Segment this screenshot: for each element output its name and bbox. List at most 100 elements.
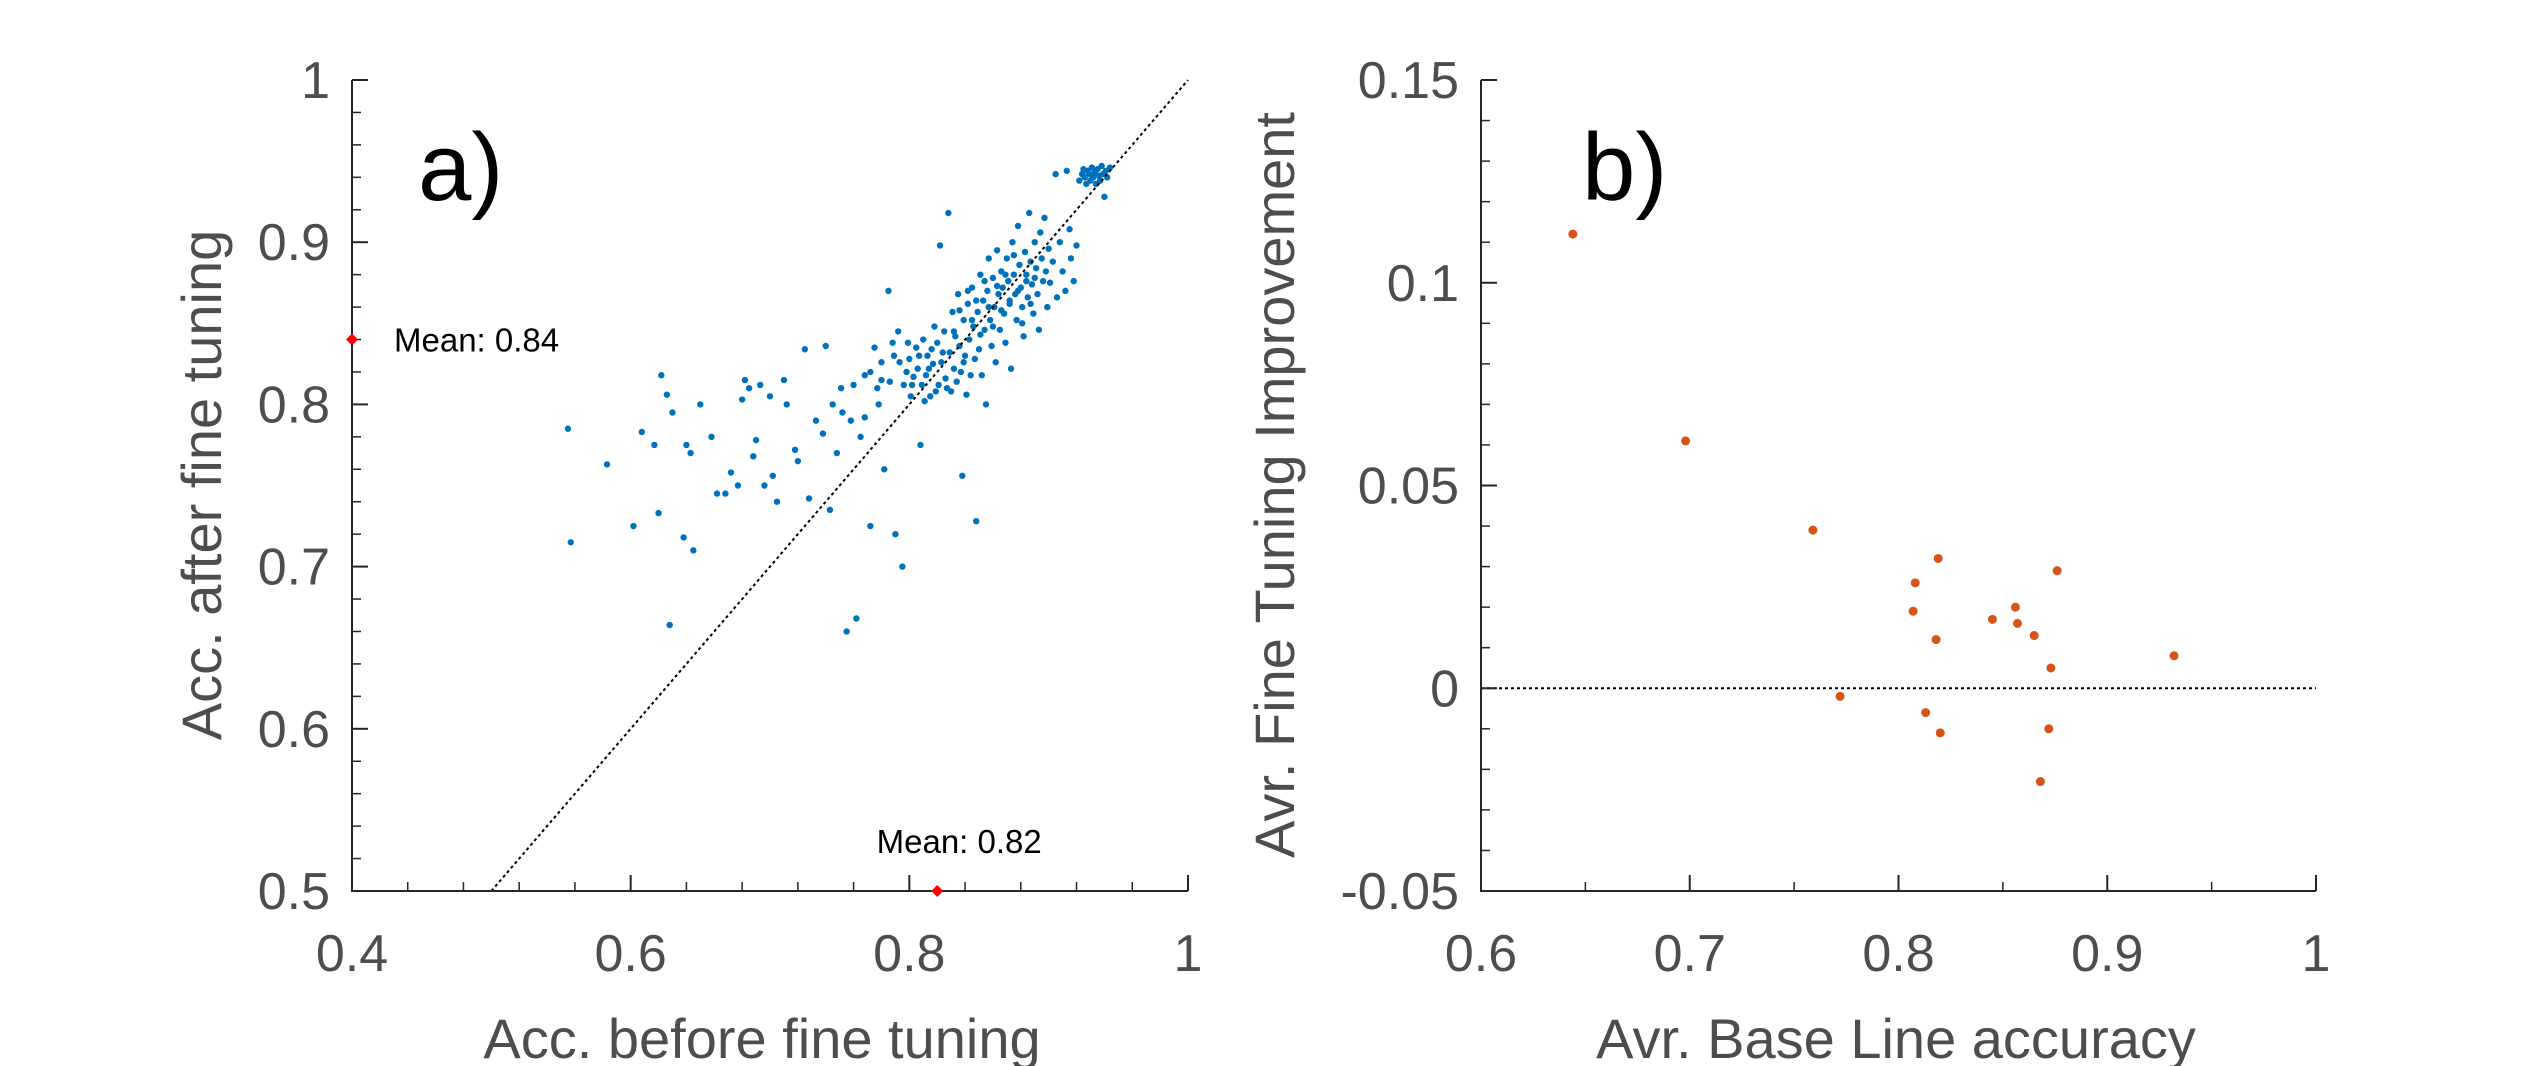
panel-a-mean-y-marker	[346, 333, 358, 346]
panel-a-data-point	[1032, 264, 1040, 272]
panel-a-data-point	[977, 271, 984, 278]
panel-a-data-point	[971, 355, 979, 363]
panel-a-data-point	[1030, 310, 1037, 317]
panel-a-data-point	[945, 209, 952, 217]
panel-a-data-point	[938, 359, 945, 366]
panel-a-x-tick-label: 0.4	[316, 925, 388, 983]
panel-a-data-point	[1010, 251, 1018, 259]
panel-a-data-point	[1010, 271, 1018, 278]
panel-a-data-point	[896, 359, 903, 366]
panel-a-data-point	[961, 352, 969, 359]
panel-a-data-point	[981, 326, 988, 333]
panel-a-data-point	[952, 333, 959, 340]
panel-b-data-point	[2010, 602, 2020, 612]
panel-a-data-point	[935, 381, 942, 389]
panel-a-data-point	[977, 331, 984, 338]
panel-a-data-point	[766, 393, 774, 400]
panel-a-data-point	[978, 372, 985, 379]
panel-b-data-point	[1921, 708, 1931, 718]
panel-a-data-point	[1037, 229, 1044, 236]
panel-a-data-point	[966, 336, 973, 343]
panel-a-data-point	[975, 346, 983, 353]
panel-a-data-point	[1052, 170, 1059, 178]
panel-a-data-point	[943, 384, 951, 392]
panel-a-data-point	[871, 344, 878, 351]
panel-a-data-point	[989, 274, 997, 282]
panel-a-data-point	[791, 446, 799, 454]
panel-a-data-point	[1003, 255, 1011, 262]
panel-a-data-point	[914, 365, 921, 372]
panel-a-data-point	[1031, 274, 1038, 282]
panel-a-data-point	[878, 359, 885, 366]
panel-a-data-point	[697, 401, 704, 408]
panel-a-y-axis-label: Acc. after fine tuning	[170, 230, 233, 741]
panel-a-data-point	[984, 287, 991, 295]
panel-a-data-point	[722, 490, 729, 497]
panel-a-data-point	[886, 378, 894, 385]
panel-a-data-point	[940, 328, 948, 335]
panel-a-data-point	[899, 563, 906, 570]
panel-a-data-point	[931, 323, 938, 330]
panel-a-data-point	[680, 534, 687, 541]
panel-b-y-tick-label: 0	[1430, 660, 1459, 718]
panel-a-data-point	[1073, 242, 1080, 249]
panel-a-data-point	[805, 495, 813, 502]
panel-b-letter: b)	[1582, 114, 1667, 221]
panel-a-y-tick-label: 0.8	[258, 376, 330, 434]
panel-a-data-point	[630, 522, 637, 530]
panel-a-data-point	[1035, 326, 1043, 333]
panel-a-data-point	[663, 391, 671, 398]
panel-a-data-point	[853, 615, 860, 622]
panel-a-data-point	[837, 384, 845, 392]
panel-a-data-point	[917, 441, 924, 449]
panel-a-data-point	[915, 352, 923, 359]
panel-a-data-point	[921, 397, 928, 405]
panel-a-y-tick-label: 0.5	[258, 863, 330, 921]
panel-a-data-point	[564, 425, 572, 432]
panel-a-data-point	[1041, 214, 1048, 222]
panel-b-x-axis-label: Avr. Base Line accuracy	[1596, 1007, 2196, 1066]
panel-b-data-point	[2046, 663, 2056, 673]
panel-a-data-point	[1066, 226, 1073, 233]
panel-a-data-point	[981, 277, 988, 285]
panel-a-data-point	[959, 472, 966, 479]
panel-a-data-point	[992, 359, 999, 366]
panel-a-data-point	[1106, 164, 1114, 171]
panel-a-ticks: 0.4 0.6 0.8 1 0.5 0.6 0.7 0.8 0.9 1	[258, 52, 1203, 983]
panel-a-data-point	[890, 352, 898, 359]
panel-a-data-point	[761, 482, 768, 489]
panel-a-data-point	[908, 381, 916, 389]
panel-a-x-tick-label: 0.8	[873, 925, 945, 983]
panel-a-data-point	[861, 372, 868, 379]
panel-a-data-point	[988, 342, 995, 350]
panel-a-data-point	[1044, 303, 1051, 311]
panel-b-data-point	[1808, 525, 1818, 535]
panel-a-data-point	[1020, 333, 1027, 340]
panel-a-data-point	[986, 316, 994, 324]
panel-a-data-point	[655, 509, 662, 517]
panel-a-data-point	[1101, 193, 1108, 200]
panel-b-data-point	[1681, 436, 1691, 446]
panel-b-data-point	[1835, 691, 1845, 701]
panel-a-data-point	[839, 409, 846, 416]
panel-a-data-point	[1070, 277, 1077, 285]
panel-a-data-point	[900, 381, 907, 389]
panel-a-data-point	[1090, 174, 1097, 181]
panel-b-data-point	[2169, 651, 2179, 661]
panel-a-data-point	[904, 339, 912, 346]
panel-b-data-point	[1933, 553, 1943, 563]
panel-a-data-point	[946, 349, 953, 356]
panel-a-data-point	[881, 466, 888, 473]
panel-a-data-point	[847, 417, 855, 424]
panel-a-data-point	[1076, 177, 1083, 184]
panel-a-data-point	[979, 297, 987, 304]
panel-a-data-point	[1009, 239, 1016, 246]
panel-a-data-point	[769, 472, 776, 479]
panel-b-x-tick-label: 0.9	[2071, 925, 2143, 983]
panel-b-data-point	[1910, 578, 1920, 588]
panel-a-data-point	[1067, 255, 1075, 262]
panel-a-data-point	[964, 287, 972, 295]
panel-a-data-point	[1062, 287, 1069, 295]
panel-a-data-point	[651, 441, 658, 449]
